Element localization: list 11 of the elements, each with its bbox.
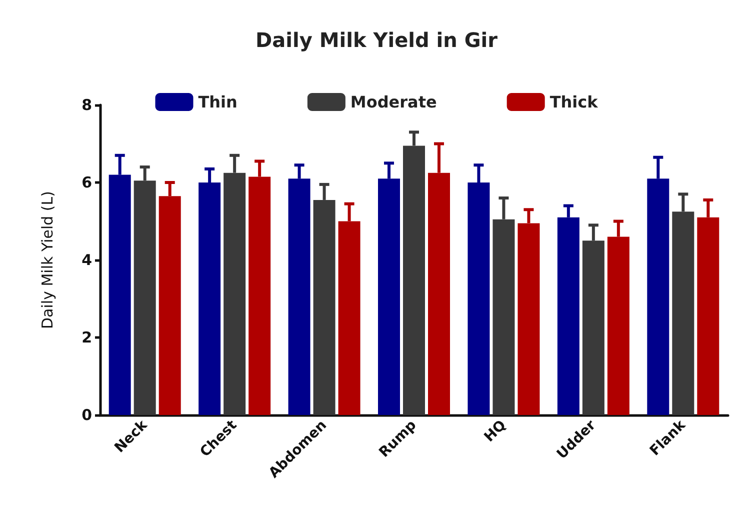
y-axis-title: Daily Milk Yield (L) [38, 191, 56, 329]
y-tick-label: 0 [82, 406, 92, 424]
legend-label: Moderate [350, 92, 437, 112]
legend-label: Thin [198, 92, 238, 112]
legend-label: Thick [550, 92, 598, 112]
x-tick-label: HQ [481, 417, 510, 446]
y-tick-label: 2 [82, 328, 92, 346]
y-tick-label: 4 [82, 251, 92, 269]
y-tick-label: 6 [82, 174, 92, 192]
chart-title: Daily Milk Yield in Gir [256, 28, 498, 52]
y-tick-label: 8 [82, 96, 92, 114]
